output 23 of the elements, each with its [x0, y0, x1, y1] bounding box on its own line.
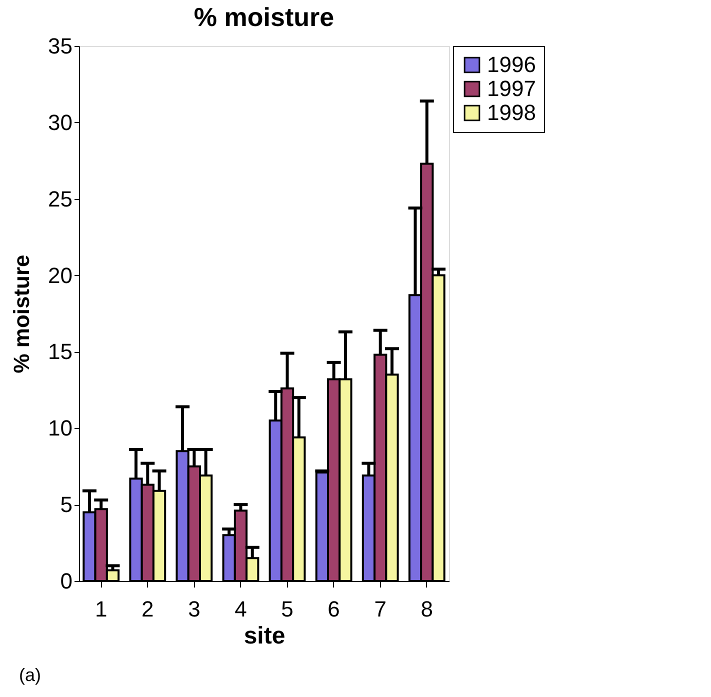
- x-tick-label: 2: [142, 596, 154, 622]
- y-tick-label: 5: [60, 492, 72, 518]
- text: (a): [19, 665, 41, 685]
- y-tick-label: 35: [48, 34, 72, 58]
- x-axis-title: site: [244, 622, 286, 650]
- x-tick-label: 7: [374, 596, 386, 622]
- legend-label: 1997: [487, 76, 536, 101]
- x-tick-label: 3: [188, 596, 200, 622]
- y-tick-label: 20: [48, 262, 72, 288]
- x-tick-label: 5: [281, 596, 294, 622]
- x-tick-label: 4: [234, 596, 247, 622]
- legend-label: 1998: [487, 100, 536, 125]
- y-tick-label: 10: [48, 416, 72, 441]
- legend-label: 1996: [487, 52, 536, 77]
- y-axis-title: % moisture: [9, 254, 34, 374]
- chart-title: % moisture: [194, 2, 334, 32]
- y-tick-label: 15: [48, 339, 72, 364]
- y-tick-label: 0: [60, 568, 72, 594]
- y-tick-label: 30: [48, 110, 72, 135]
- x-tick-label: 1: [94, 596, 108, 622]
- y-tick-label: 25: [48, 186, 72, 212]
- x-tick-label: 6: [328, 596, 340, 622]
- x-tick-label: 8: [420, 596, 434, 622]
